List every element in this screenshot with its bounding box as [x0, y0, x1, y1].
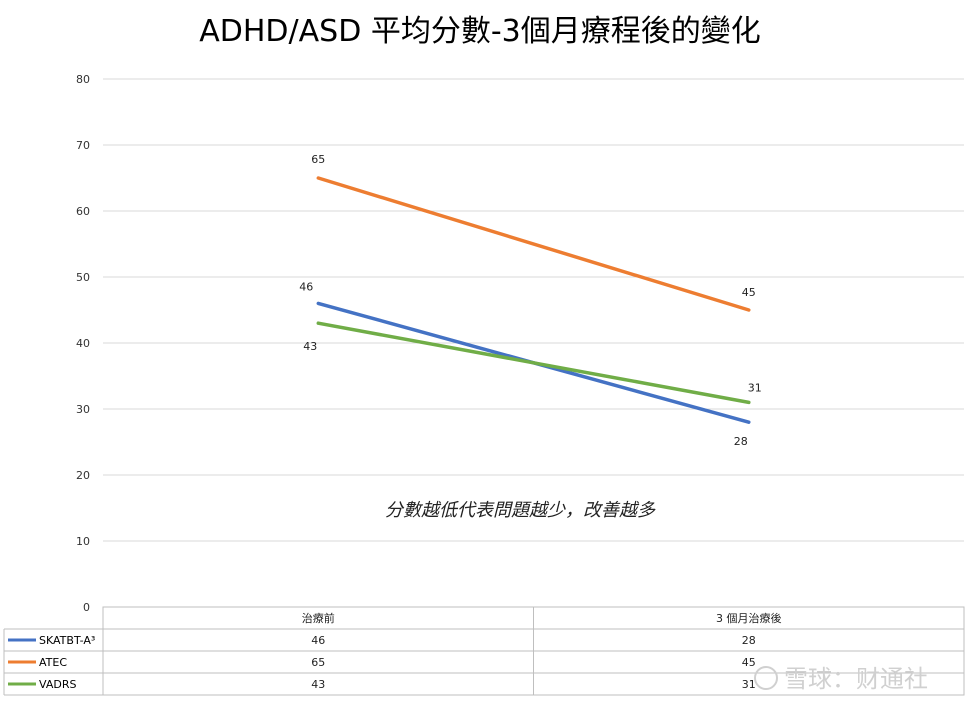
y-tick-label: 70	[76, 139, 90, 152]
y-tick-label: 10	[76, 535, 90, 548]
watermark: 雪球：财通社	[754, 665, 928, 693]
data-labels: 46 28 65 45 43 31	[299, 153, 762, 448]
legend-entry: SKATBT-A³	[39, 634, 95, 647]
data-label: 46	[299, 280, 313, 293]
chart-annotation: 分數越低代表問題越少，改善越多	[385, 500, 656, 521]
y-tick-label: 60	[76, 205, 90, 218]
table-cell-value: 65	[311, 656, 325, 669]
y-tick-label: 50	[76, 271, 90, 284]
legend-entry: VADRS	[39, 678, 76, 691]
legend-entry: ATEC	[39, 656, 67, 669]
x-category-label: 治療前	[302, 611, 335, 625]
x-category-label: 3 個月治療後	[716, 611, 782, 625]
data-label: 65	[311, 153, 325, 166]
data-label: 45	[742, 286, 756, 299]
watermark-text: 雪球：财通社	[784, 665, 928, 693]
table-cell-value: 31	[742, 678, 756, 691]
chart-title: ADHD/ASD 平均分數-3個月療程後的變化	[199, 14, 761, 49]
table-cell-value: 46	[311, 634, 325, 647]
table-cell-value: 43	[311, 678, 325, 691]
series-line-atec	[316, 176, 751, 312]
y-tick-label: 0	[83, 601, 90, 614]
y-axis-ticks: 0 10 20 30 40 50 60 70 80	[76, 73, 90, 614]
watermark-logo-icon	[754, 666, 778, 690]
y-tick-label: 30	[76, 403, 90, 416]
data-label: 28	[734, 435, 748, 448]
table-cell-value: 45	[742, 656, 756, 669]
series-line-vadrs	[316, 321, 751, 405]
gridlines	[103, 78, 964, 542]
y-tick-label: 80	[76, 73, 90, 86]
data-label: 43	[303, 340, 317, 353]
table-cell-value: 28	[742, 634, 756, 647]
data-table: 治療前 3 個月治療後 SKATBT-A³ 46 28 ATEC 65 45 VADRS 43 31	[3, 606, 965, 696]
data-label: 31	[748, 381, 762, 394]
y-tick-label: 40	[76, 337, 90, 350]
y-tick-label: 20	[76, 469, 90, 482]
series-lines	[316, 176, 751, 424]
